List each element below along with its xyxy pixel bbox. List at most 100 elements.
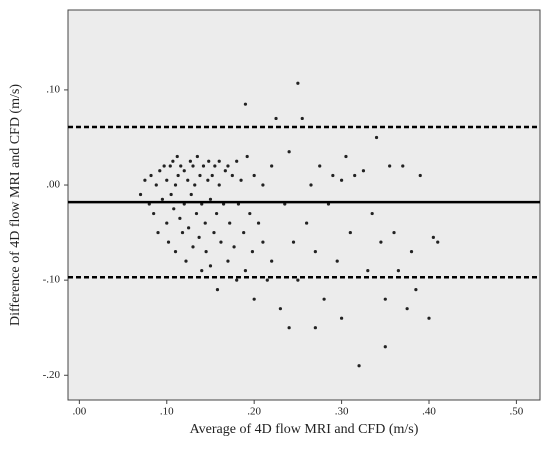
point: [168, 164, 172, 168]
point: [374, 135, 379, 140]
point: [436, 240, 440, 244]
point: [171, 159, 175, 163]
point: [370, 211, 374, 216]
point: [265, 278, 269, 282]
point: [226, 259, 230, 263]
x-tick-label: .30: [335, 406, 349, 418]
point: [162, 164, 166, 168]
point: [156, 230, 160, 235]
point: [143, 178, 147, 182]
point: [217, 183, 221, 187]
point: [191, 164, 195, 168]
point: [287, 326, 291, 330]
point: [235, 278, 239, 282]
point: [160, 197, 164, 201]
point: [418, 173, 422, 178]
point: [149, 173, 153, 178]
point: [176, 173, 180, 178]
point: [252, 173, 256, 178]
point: [188, 159, 192, 163]
x-tick-label: .40: [422, 406, 436, 418]
point: [344, 154, 348, 159]
point: [361, 169, 366, 173]
x-tick-label: .50: [510, 406, 524, 418]
x-tick-label: .20: [247, 406, 261, 418]
point: [201, 164, 206, 168]
point: [173, 250, 178, 254]
point: [383, 297, 387, 301]
point: [305, 221, 309, 225]
point: [235, 159, 239, 163]
point: [313, 250, 317, 254]
point: [215, 288, 220, 292]
point: [270, 259, 274, 263]
point: [309, 183, 313, 187]
x-axis-title: Average of 4D flow MRI and CFD (m/s): [190, 422, 419, 437]
y-tick-label: -.10: [43, 274, 61, 286]
point: [409, 250, 414, 254]
point: [287, 150, 291, 154]
point: [194, 211, 199, 216]
point: [339, 178, 344, 182]
point: [300, 116, 304, 121]
point: [169, 192, 173, 197]
point: [204, 250, 208, 254]
point: [208, 264, 213, 268]
point: [191, 245, 195, 249]
point: [178, 216, 182, 220]
point: [172, 207, 176, 211]
y-tick-label: .00: [46, 179, 60, 191]
point: [217, 159, 221, 163]
point: [166, 240, 171, 244]
x-tick-label: .10: [160, 406, 174, 418]
point: [388, 164, 392, 168]
point: [182, 169, 186, 173]
point: [379, 240, 383, 244]
point: [165, 178, 169, 182]
point: [366, 269, 370, 273]
x-tick-label: .00: [72, 406, 86, 418]
y-tick-label: -.20: [43, 369, 61, 381]
point: [270, 164, 274, 168]
point: [331, 173, 335, 178]
point: [193, 183, 197, 187]
point: [180, 230, 185, 235]
point: [261, 240, 265, 244]
point: [383, 345, 387, 349]
point: [252, 297, 256, 301]
point: [179, 164, 183, 168]
point: [230, 173, 234, 178]
point: [396, 269, 400, 273]
point: [339, 316, 344, 320]
point: [414, 288, 418, 292]
point: [226, 164, 230, 168]
point: [219, 240, 223, 244]
point: [223, 169, 227, 173]
point: [200, 269, 204, 273]
point: [348, 230, 352, 235]
point: [206, 178, 210, 182]
point: [278, 307, 282, 311]
point: [322, 297, 326, 301]
point: [228, 221, 232, 225]
point: [165, 221, 169, 225]
point: [401, 164, 405, 168]
point: [214, 211, 219, 216]
point: [291, 240, 296, 244]
point: [203, 221, 207, 225]
point: [158, 169, 162, 173]
point: [431, 235, 435, 239]
point: [261, 183, 265, 187]
point: [248, 211, 252, 216]
point: [405, 307, 409, 311]
point: [184, 259, 188, 263]
point: [152, 211, 156, 216]
point: [243, 269, 248, 273]
y-tick-label: .10: [46, 83, 60, 95]
point: [208, 197, 213, 201]
point: [175, 154, 179, 159]
point: [318, 164, 322, 168]
point: [274, 116, 278, 121]
plot-area: [67, 9, 541, 401]
